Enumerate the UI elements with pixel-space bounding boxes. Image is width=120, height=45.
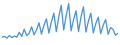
- chart: [0, 0, 120, 45]
- line: [2, 4, 118, 38]
- plot-area: [2, 4, 118, 38]
